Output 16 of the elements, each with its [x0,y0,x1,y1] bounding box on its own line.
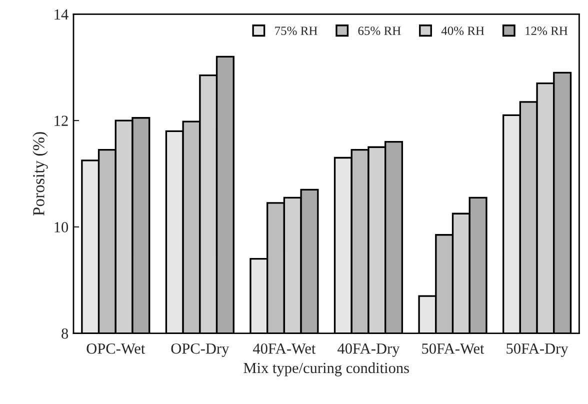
y-tick-label: 12 [54,116,68,126]
legend-label: 65% RH [358,26,401,36]
x-tick-label: 50FA-Dry [506,343,568,357]
x-tick-label: 40FA-Wet [253,343,316,354]
x-tick-label: 50FA-Wet [422,343,484,354]
y-tick-label: 14 [54,9,68,20]
y-tick-label: 8 [62,328,68,339]
legend-label: 40% RH [441,26,484,36]
legend-label: 75% RH [275,26,318,36]
x-axis-title: Mix type/curing conditions [244,362,409,376]
x-tick-label: OPC-Dry [171,343,230,357]
y-tick-label: 10 [54,222,68,232]
x-tick-label: OPC-Wet [86,344,146,354]
y-axis-title: Porosity (%) [32,132,48,216]
x-tick-label: 40FA-Dry [338,343,400,357]
legend-label: 12% RH [526,26,568,36]
